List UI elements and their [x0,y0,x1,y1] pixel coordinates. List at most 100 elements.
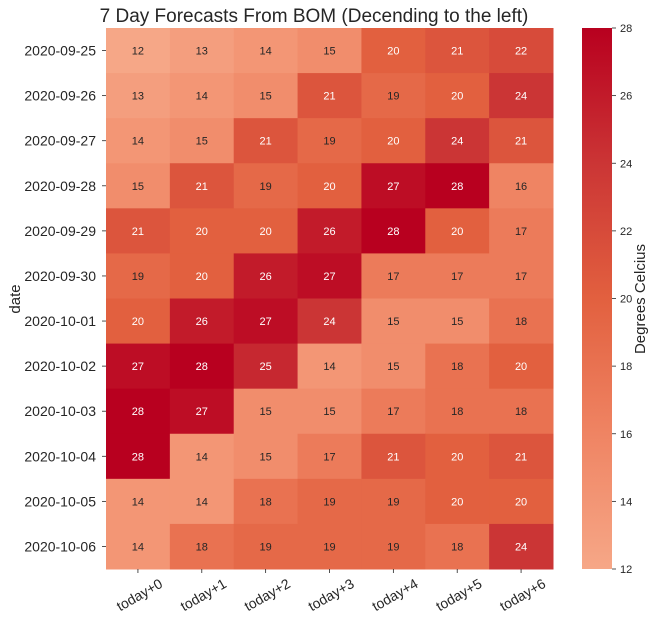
cell-value-label: 20 [451,496,463,508]
heatmap-cell [106,253,171,299]
cell-value-label: 14 [132,136,144,148]
heatmap-cell [297,298,362,345]
cell-value-label: 14 [260,46,272,58]
cell-value-label: 19 [387,91,399,103]
cell-value-label: 17 [515,271,527,283]
cell-value-label: 18 [451,541,463,553]
heatmap-cell [425,73,490,119]
cell-value-label: 20 [387,136,399,148]
heatmap-cell [297,73,362,119]
heatmap-cell [425,478,490,525]
cell-value-label: 18 [196,541,208,553]
cell-value-label: 14 [196,451,208,463]
cell-value-label: 21 [515,136,527,148]
cell-value-label: 19 [260,181,272,193]
heatmap-cell [425,523,490,570]
heatmap-cell [106,523,171,570]
heatmap-cell [425,298,490,345]
cell-value-label: 26 [323,226,335,238]
cell-value-label: 19 [387,541,399,553]
heatmap-cell [233,298,299,345]
colorbar-label: Degrees Celcius [632,244,649,354]
x-tick-label: today+2 [241,575,293,614]
heatmap-cell [106,28,171,74]
heatmap-cell [169,343,235,390]
cell-value-label: 17 [515,226,527,238]
heatmap-cell [233,478,299,525]
cell-value-label: 28 [387,226,399,238]
cell-value-label: 14 [323,361,335,373]
cell-value-label: 28 [132,406,144,418]
heatmap-cell [425,433,490,480]
colorbar-tick-label: 18 [620,361,632,373]
heatmap-cell [233,523,299,570]
cell-value-label: 21 [196,181,208,193]
heatmap-cell [489,343,554,390]
y-tick-label: 2020-09-28 [24,178,96,194]
cell-value-label: 27 [196,406,208,418]
heatmap-cell [106,298,171,345]
heatmap-cell [233,163,299,209]
heatmap-cell [425,208,490,254]
heatmap-cell [297,163,362,209]
heatmap-cell [169,388,235,435]
cell-value-label: 20 [132,316,144,328]
heatmap-cell [297,118,362,164]
cell-value-label: 20 [196,226,208,238]
y-tick-label: 2020-10-05 [24,493,96,509]
heatmap-cell [361,388,426,435]
heatmap-cell [169,118,235,164]
heatmap-cell [425,388,490,435]
colorbar [582,28,612,569]
cell-value-label: 21 [451,46,463,58]
cell-value-label: 20 [515,496,527,508]
x-tick-label: today+0 [114,575,166,614]
y-axis-label: date [7,284,24,313]
heatmap-cell [361,208,426,254]
cell-value-label: 21 [132,226,144,238]
cell-value-label: 21 [515,451,527,463]
heatmap-cell [169,433,235,480]
cell-value-label: 20 [260,226,272,238]
cell-value-label: 20 [451,91,463,103]
heatmap-cell [489,478,554,525]
cell-value-label: 28 [451,181,463,193]
cell-value-label: 15 [323,46,335,58]
cell-value-label: 15 [132,181,144,193]
heatmap-cell [297,388,362,435]
colorbar-tick-label: 12 [620,564,632,576]
colorbar-tick-label: 22 [620,226,632,238]
cell-value-label: 15 [260,406,272,418]
x-tick-label: today+5 [433,575,485,614]
cell-value-label: 25 [260,361,272,373]
cell-value-label: 15 [387,361,399,373]
cell-value-label: 28 [196,361,208,373]
heatmap-cell [297,523,362,570]
cell-value-label: 18 [515,406,527,418]
colorbar-tick-label: 26 [620,91,632,103]
heatmap-cell [425,28,490,74]
cell-value-label: 21 [387,451,399,463]
heatmap-cells: 12 13 14 15 20 21 22 13 14 15 21 19 20 24 14 15 21 19 20 24… [106,28,554,570]
y-tick-label: 2020-09-26 [24,88,96,104]
heatmap-cell [233,73,299,119]
heatmap-cell [489,523,554,570]
heatmap-cell [361,163,426,209]
heatmap-cell [489,163,554,209]
cell-value-label: 18 [451,361,463,373]
heatmap-cell [233,433,299,480]
heatmap-cell [361,28,426,74]
colorbar-tick-label: 16 [620,429,632,441]
heatmap-cell [489,298,554,345]
heatmap-cell [489,208,554,254]
cell-value-label: 26 [196,316,208,328]
heatmap-cell [297,343,362,390]
heatmap-cell [489,118,554,164]
cell-value-label: 17 [387,406,399,418]
x-tick-labels: today+0 today+1 today+2 today+3 today+4 today… [114,569,548,614]
cell-value-label: 24 [515,541,527,553]
y-tick-label: 2020-10-02 [24,358,96,374]
cell-value-label: 12 [132,46,144,58]
y-tick-label: 2020-09-25 [24,43,96,59]
